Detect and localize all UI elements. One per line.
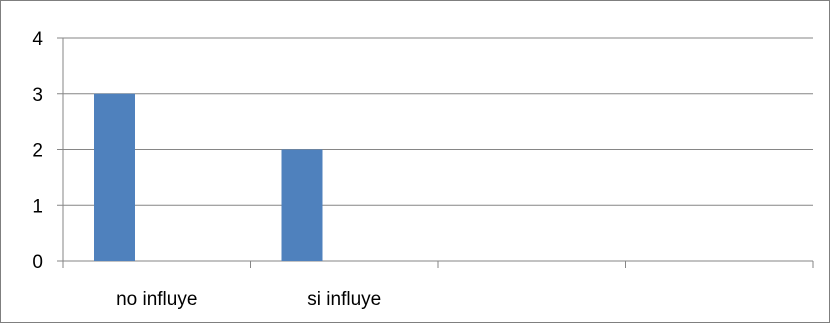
x-tick-label-2: si influye — [307, 289, 381, 310]
x-tick-label-1: no influye — [116, 289, 197, 310]
bar-1 — [94, 93, 135, 261]
y-tick-label-2: 2 — [32, 141, 43, 162]
y-tick-label-0: 0 — [32, 252, 43, 273]
x-tick-labels: no influye si influye — [116, 289, 381, 310]
y-tick-label-3: 3 — [32, 85, 43, 106]
y-tick-labels: 0 1 2 3 4 — [32, 29, 43, 273]
gridlines — [63, 37, 813, 206]
bars — [94, 93, 323, 261]
y-tick-label-4: 4 — [32, 29, 43, 50]
y-tick-label-1: 1 — [32, 196, 43, 217]
bar-2 — [281, 149, 323, 261]
axes — [57, 37, 814, 268]
